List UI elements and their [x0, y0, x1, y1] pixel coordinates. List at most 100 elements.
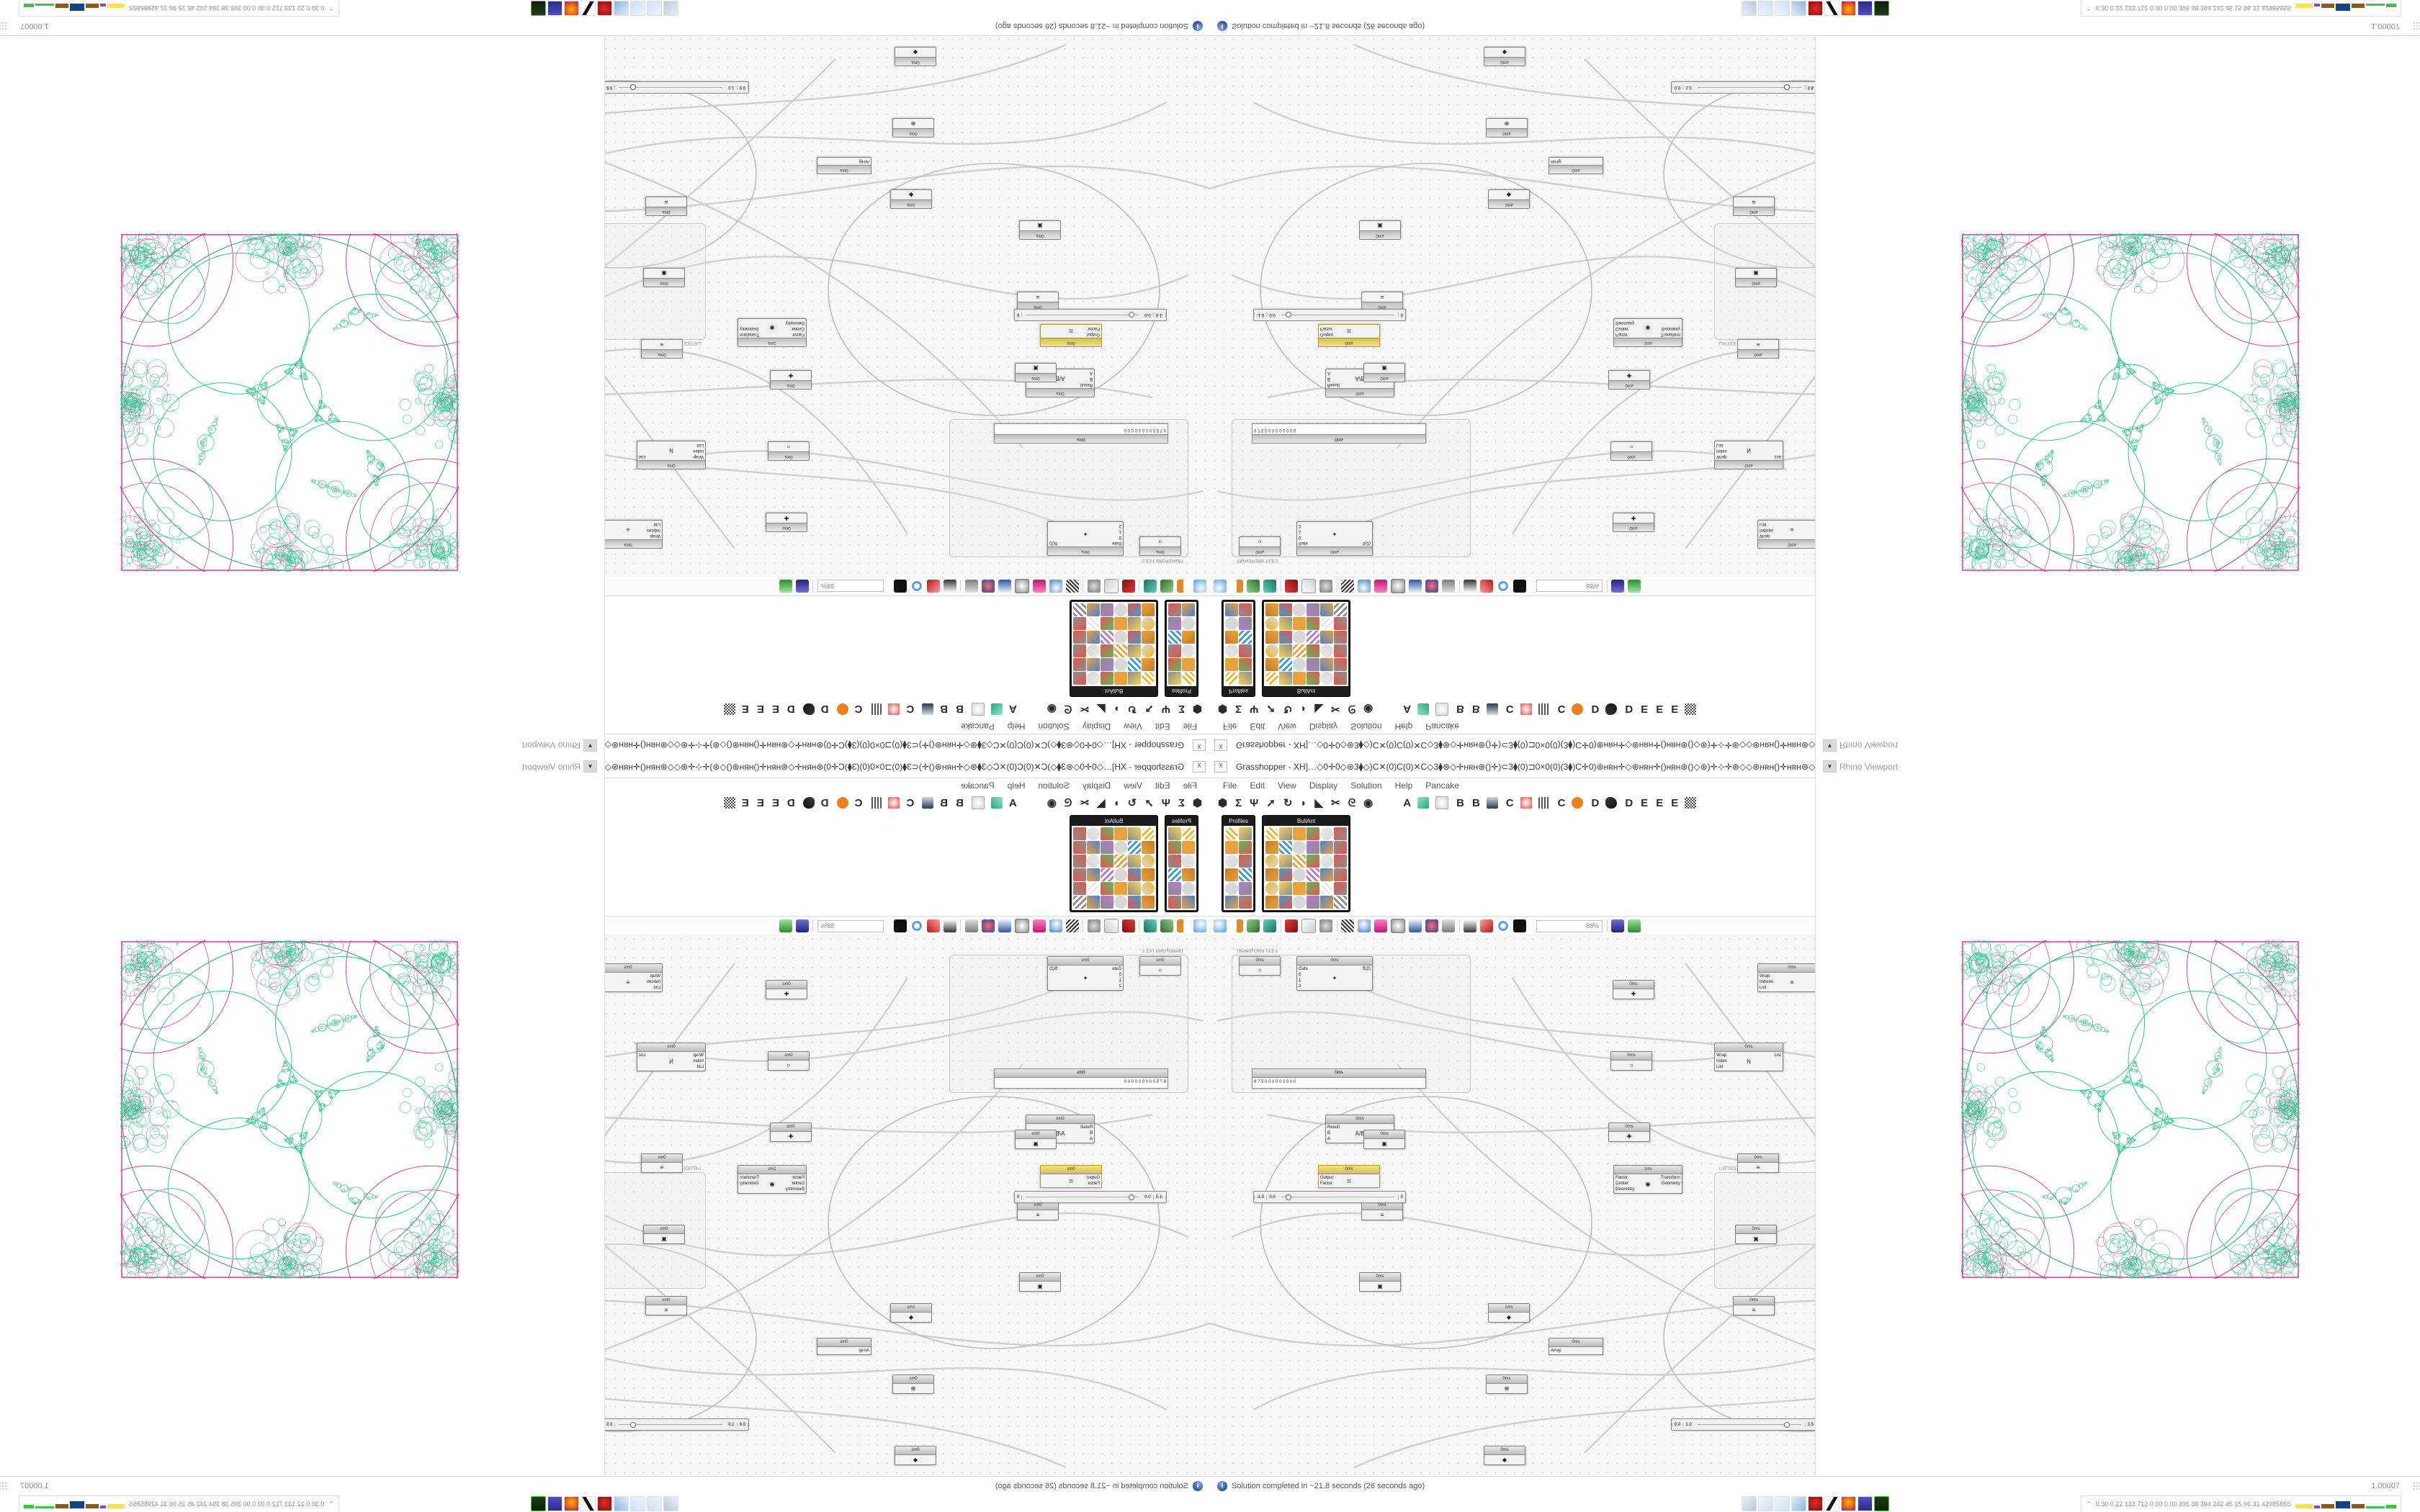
- taskbar-item-grasshopper-icon[interactable]: [581, 1, 596, 17]
- palette-cell-icon[interactable]: [1087, 827, 1100, 840]
- palette-cell-icon[interactable]: [1168, 617, 1181, 630]
- gh-param[interactable]: Indices: [1760, 528, 1774, 532]
- gh-output-params[interactable]: [1041, 325, 1065, 338]
- tab-plugin-c[interactable]: C: [854, 703, 863, 716]
- preview-wireframe-icon[interactable]: [1230, 580, 1243, 593]
- rhino-viewport[interactable]: ▼ Rhino Viewport: [1815, 756, 2420, 1476]
- palette-cell-icon[interactable]: [1307, 868, 1319, 881]
- taskbar-item-document-icon[interactable]: [1757, 1495, 1773, 1511]
- taskbar-item-save-icon[interactable]: [547, 1, 563, 17]
- palette-cell-icon[interactable]: [1128, 617, 1141, 630]
- tab-display-icon[interactable]: ᘓ: [1064, 796, 1072, 809]
- palette-cell-icon[interactable]: [1307, 644, 1319, 657]
- gh-component[interactable]: 0ms≡: [1733, 1296, 1775, 1315]
- system-tray[interactable]: ⌃ 0.30 0.22 133 712 0.00 0.00 395 38 394…: [19, 0, 339, 17]
- tab-plugin-a2[interactable]: B: [1456, 796, 1464, 809]
- gh-param[interactable]: Factor: [1320, 326, 1333, 330]
- gh-input-params[interactable]: Wrap Index List: [1715, 1052, 1742, 1071]
- new-document-icon[interactable]: [779, 580, 792, 593]
- palette-cell-icon[interactable]: [1307, 617, 1319, 630]
- gh-component[interactable]: 0ms≡: [1737, 1153, 1779, 1173]
- gh-param[interactable]: Result: [1080, 1125, 1093, 1130]
- tab-surface-icon[interactable]: ↻: [1283, 703, 1293, 715]
- palette-grid[interactable]: [1264, 826, 1348, 910]
- palette-cell-icon[interactable]: [1101, 896, 1113, 909]
- gh-component[interactable]: 1ms Factor Center Geometry ◉ Transform Geometr…: [738, 318, 807, 347]
- gh-param[interactable]: 1: [1299, 529, 1301, 534]
- gh-param[interactable]: Output: [1086, 1176, 1100, 1180]
- palette-cell-icon[interactable]: [1128, 855, 1141, 868]
- taskbar-item-document-icon[interactable]: [647, 1, 663, 17]
- palette-cell-icon[interactable]: [1265, 855, 1278, 868]
- tab-sets-icon[interactable]: Σ: [1235, 796, 1242, 809]
- scribble-icon[interactable]: [1391, 579, 1405, 593]
- palette-cell-icon[interactable]: [1239, 882, 1252, 895]
- zoom-extents-icon[interactable]: [894, 580, 907, 593]
- palette-cell-icon[interactable]: [1182, 672, 1195, 685]
- gh-param[interactable]: Geometry: [740, 1182, 759, 1186]
- gh-param[interactable]: Output: [1086, 332, 1100, 336]
- gh-component[interactable]: 0ms ▣: [643, 1225, 685, 1244]
- tab-plugin-b2[interactable]: C: [1505, 796, 1514, 809]
- document-preview-icon[interactable]: [1409, 580, 1422, 593]
- palette-cell-icon[interactable]: [1307, 855, 1319, 868]
- palette-cell-icon[interactable]: [1142, 841, 1155, 854]
- gh-param[interactable]: Array: [859, 1349, 869, 1353]
- bird-icon[interactable]: [802, 703, 815, 715]
- palette-cell-icon[interactable]: [1320, 672, 1333, 685]
- taskbar-item-rhino-icon[interactable]: [597, 1, 613, 17]
- chevron-down-icon[interactable]: ▼: [1823, 760, 1837, 773]
- rhino-viewport[interactable]: ▼ Rhino Viewport: [1815, 36, 2420, 756]
- palette-cell-icon[interactable]: [1265, 644, 1278, 657]
- gh-output-params[interactable]: List: [637, 441, 665, 460]
- gh-component[interactable]: 0ms○: [1139, 956, 1181, 976]
- palette-cell-icon[interactable]: [1114, 617, 1127, 630]
- palette-cell-icon[interactable]: [1101, 658, 1113, 671]
- palette-cell-icon[interactable]: [1101, 644, 1113, 657]
- matrix-icon[interactable]: [723, 797, 735, 809]
- palette-cell-icon[interactable]: [1320, 868, 1333, 881]
- tab-plugin-b[interactable]: B: [940, 703, 949, 716]
- gh-param[interactable]: Wrap: [693, 1053, 704, 1058]
- gh-component[interactable]: 0ms≡: [1361, 1201, 1403, 1220]
- gh-param[interactable]: Gate: [1299, 541, 1309, 545]
- gh-param[interactable]: List: [1774, 1053, 1781, 1058]
- palette-cell-icon[interactable]: [1073, 631, 1086, 644]
- eye-preview-icon[interactable]: [910, 580, 923, 593]
- capsule-icon[interactable]: [1464, 919, 1476, 932]
- widget-icon[interactable]: [1358, 580, 1371, 593]
- palette-cell-icon[interactable]: [1182, 617, 1195, 630]
- orange-blob-icon[interactable]: [1572, 703, 1584, 715]
- chevron-down-icon[interactable]: ▼: [583, 739, 597, 752]
- menu-pancake[interactable]: Pancake: [961, 721, 995, 732]
- tab-sets-icon[interactable]: Σ: [1178, 796, 1185, 809]
- gh-component[interactable]: 0ms ▣: [643, 268, 685, 287]
- menu-pancake[interactable]: Pancake: [1425, 721, 1459, 732]
- gh-input-params[interactable]: Wrap Index List: [1715, 441, 1742, 460]
- taskbar-item-document-icon[interactable]: [630, 1, 646, 17]
- tab-transform-icon[interactable]: ✂: [1331, 797, 1340, 809]
- slider-track[interactable]: [619, 1422, 723, 1428]
- palette-cell-icon[interactable]: [1182, 855, 1195, 868]
- palette-cell-icon[interactable]: [1279, 672, 1292, 685]
- tab-plugin-d2[interactable]: E: [771, 703, 779, 716]
- number-slider-2[interactable]: 0.0 1.0 0.5: [604, 81, 749, 94]
- gh-param[interactable]: Wrap: [693, 454, 704, 459]
- tab-plugin-e[interactable]: E: [1656, 703, 1664, 716]
- gh-param[interactable]: Wrap: [1716, 1053, 1727, 1058]
- menu-solution[interactable]: Solution: [1038, 780, 1070, 791]
- palette-cell-icon[interactable]: [1128, 631, 1141, 644]
- palette-cell-icon[interactable]: [1320, 896, 1333, 909]
- tab-plugin-e2[interactable]: E: [1671, 796, 1679, 809]
- menu-display[interactable]: Display: [1082, 721, 1111, 732]
- matrix-icon[interactable]: [1685, 797, 1697, 809]
- bake-icon[interactable]: [1285, 919, 1298, 932]
- gh-input-params[interactable]: Gate 0 1 2: [1297, 522, 1328, 546]
- palette-cell-icon[interactable]: [1142, 896, 1155, 909]
- gh-component[interactable]: 0ms○: [1610, 1051, 1652, 1071]
- palette-cell-icon[interactable]: [1073, 644, 1086, 657]
- bake-all-icon[interactable]: [1104, 579, 1119, 593]
- zoom-level-field[interactable]: 88%: [1536, 580, 1603, 593]
- gh-input-params[interactable]: Array: [851, 1347, 871, 1354]
- gh-output-params[interactable]: [1355, 1174, 1379, 1187]
